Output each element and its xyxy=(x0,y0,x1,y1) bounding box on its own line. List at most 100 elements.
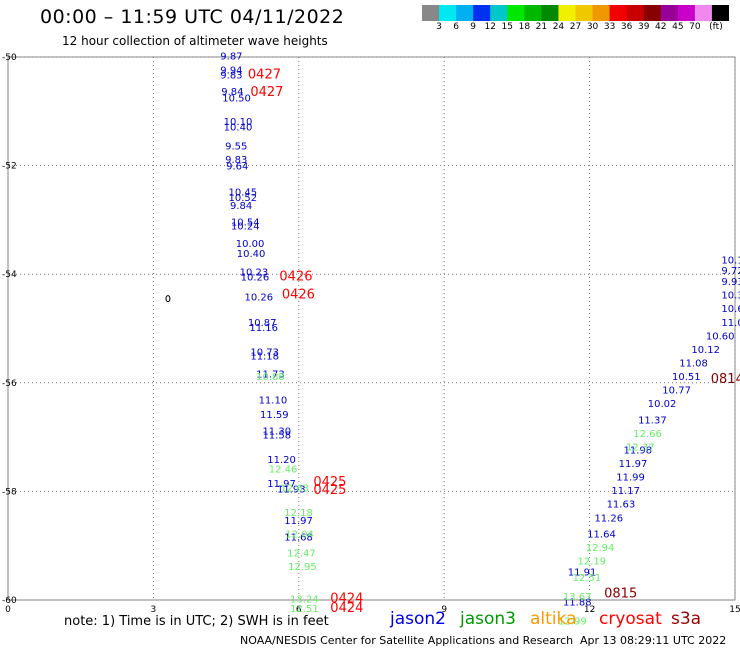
wave-height-point: 10.24 xyxy=(231,222,260,233)
colorbar-label: 33 xyxy=(603,22,616,32)
wave-height-point: 10.60 xyxy=(706,331,735,342)
wave-height-point: 10.50 xyxy=(222,94,251,105)
wave-height-point: 10.88 xyxy=(256,372,285,383)
colorbar-label: 39 xyxy=(637,22,650,32)
wave-height-point: 10.40 xyxy=(237,249,266,260)
colorbar-label: 42 xyxy=(655,22,667,32)
wave-height-point: 11.97 xyxy=(284,516,313,527)
page-title: 00:00 – 11:59 UTC 04/11/2022 xyxy=(40,6,345,28)
colorbar-label: 9 xyxy=(470,22,477,32)
wave-height-point: 9.83 xyxy=(225,155,247,166)
colorbar-swatch xyxy=(490,5,508,21)
wave-height-point: 11.10 xyxy=(259,395,288,406)
colorbar-swatch xyxy=(660,5,679,21)
wave-height-point: 11.88 xyxy=(563,597,592,608)
wave-height-point: 12.47 xyxy=(287,549,316,560)
y-tick-label: -60 xyxy=(2,596,17,606)
colorbar-swatch xyxy=(473,5,491,21)
colorbar-swatch xyxy=(609,5,628,21)
pass-time-label: 0424 xyxy=(330,592,363,607)
wave-height-point: 10.45 xyxy=(229,187,258,198)
wave-height-point: 10.87 xyxy=(248,318,277,329)
wave-height-point: 11.99 xyxy=(616,473,645,484)
wave-height-point: 10.51 xyxy=(672,372,701,383)
wave-height-point: 12.63 xyxy=(280,483,309,494)
wave-height-point: 10.73 xyxy=(250,348,279,359)
x-tick-label: 12 xyxy=(584,605,595,615)
contour-marker xyxy=(165,295,171,303)
pass-time-label: 0427 xyxy=(250,85,283,100)
wave-height-point: 11.68 xyxy=(284,532,313,543)
page-subtitle: 12 hour collection of altimeter wave hei… xyxy=(62,34,328,48)
colorbar-swatch xyxy=(541,5,559,21)
pass-time-label: 0425 xyxy=(313,475,346,490)
wave-height-point: 10.77 xyxy=(662,386,691,397)
colorbar xyxy=(422,5,729,21)
pass-time-label: 0814 xyxy=(711,372,740,387)
x-tick-label: 9 xyxy=(441,605,447,615)
colorbar-swatch xyxy=(677,5,696,21)
colorbar-label: 24 xyxy=(552,22,565,32)
wave-height-point: 11.20 xyxy=(267,455,296,466)
wave-height-point: 10.10 xyxy=(224,117,253,128)
wave-height-point: 11.98 xyxy=(624,445,653,456)
wave-height-point: 12.51 xyxy=(573,573,602,584)
colorbar-label: 70 xyxy=(689,22,701,32)
colorbar-label: 30 xyxy=(586,22,599,32)
wave-height-point: 12.66 xyxy=(633,429,662,440)
wave-height-point: 12.18 xyxy=(284,508,313,519)
x-tick-label: 6 xyxy=(296,605,302,615)
colorbar-swatch xyxy=(422,5,440,21)
wave-height-point: 9.83 xyxy=(220,71,242,82)
wave-height-point: 11.91 xyxy=(568,568,597,579)
plot-frame xyxy=(7,56,736,601)
x-tick-label: 15 xyxy=(729,605,740,615)
wave-height-point: 11.63 xyxy=(607,500,636,511)
wave-height-point: 12.94 xyxy=(586,543,615,554)
wave-height-point: 10.11 xyxy=(721,255,740,266)
colorbar-swatch xyxy=(575,5,594,21)
colorbar-swatch xyxy=(711,5,729,21)
wave-height-point: 12.19 xyxy=(577,557,606,568)
colorbar-label: 12 xyxy=(484,22,496,32)
wave-height-point: 13.24 xyxy=(290,595,319,606)
wave-height-point: 12.46 xyxy=(269,464,298,475)
wave-height-point: 11.73 xyxy=(256,369,285,380)
colorbar-swatch xyxy=(456,5,474,21)
y-tick-label: -54 xyxy=(2,270,17,280)
wave-height-point: 10.23 xyxy=(240,267,269,278)
wave-height-point: 10.40 xyxy=(224,122,253,133)
wave-height-point: 9.72 xyxy=(721,266,740,277)
pass-time-label: 0427 xyxy=(248,68,281,83)
colorbar-swatch xyxy=(694,5,713,21)
y-tick-label: -58 xyxy=(2,487,17,497)
wave-height-point: 9.93 xyxy=(721,277,740,288)
colorbar-label: 15 xyxy=(501,22,513,32)
wave-height-point: 12.99 xyxy=(558,616,587,627)
wave-height-point: 10.54 xyxy=(231,217,260,228)
wave-height-point: 12.04 xyxy=(285,530,314,541)
wave-height-point: 11.64 xyxy=(587,530,616,541)
colorbar-swatch xyxy=(626,5,645,21)
y-tick-label: -56 xyxy=(2,379,17,389)
wave-height-point: 13.67 xyxy=(563,592,592,603)
pass-time-label: 0425 xyxy=(313,483,346,498)
wave-height-point: 11.26 xyxy=(594,513,623,524)
colorbar-label: 3 xyxy=(436,22,442,32)
wave-height-point: 10.00 xyxy=(236,239,265,250)
colorbar-label: 21 xyxy=(535,22,548,32)
x-tick-label: 0 xyxy=(5,605,11,615)
wave-height-point: 11.08 xyxy=(679,359,708,370)
wave-height-point: 9.94 xyxy=(220,65,242,76)
x-tick-label: 3 xyxy=(151,605,157,615)
wave-height-point: 12.95 xyxy=(288,562,317,573)
wave-height-point: 9.55 xyxy=(225,141,247,152)
colorbar-labels: 3 6 9 12 15 18 21 24 27 30 33 36 39 42 45 70 (ft) xyxy=(422,22,732,34)
pass-time-label: 0815 xyxy=(604,586,637,601)
wave-height-point: 11.37 xyxy=(638,416,667,427)
colorbar-swatch xyxy=(643,5,662,21)
wave-height-point: 9.84 xyxy=(230,201,252,212)
wave-height-point: 11.17 xyxy=(611,486,640,497)
wave-height-point: 10.69 xyxy=(721,304,740,315)
